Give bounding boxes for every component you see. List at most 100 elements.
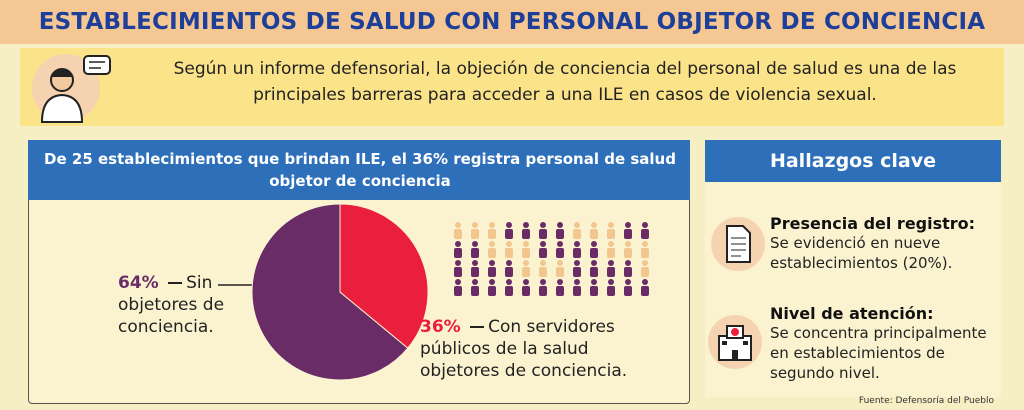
finding-text: Se evidenció en nueve establecimientos (…: [770, 234, 953, 272]
doctor-icon: [32, 54, 111, 123]
person-icon: [625, 241, 631, 247]
person-icon: [642, 241, 648, 247]
person-icon: [624, 229, 632, 239]
person-icon: [472, 241, 478, 247]
category-label: Sin objetores de conciencia.: [118, 273, 225, 337]
person-icon: [624, 248, 632, 258]
document-icon: [711, 217, 765, 271]
person-icon: [557, 279, 563, 285]
person-icon: [454, 229, 462, 239]
person-icon: [505, 286, 513, 296]
person-icon: [591, 241, 597, 247]
hospital-icon: [708, 315, 762, 369]
person-icon: [539, 286, 547, 296]
person-icon: [642, 260, 648, 266]
person-icon: [573, 229, 581, 239]
person-icon: [523, 279, 529, 285]
person-icon: [590, 286, 598, 296]
finding-text: Se concentra principalmente en estableci…: [770, 324, 987, 382]
person-icon: [556, 229, 564, 239]
person-icon: [455, 241, 461, 247]
person-icon: [471, 248, 479, 258]
person-icon: [607, 248, 615, 258]
person-icon: [489, 222, 495, 228]
value-label: 36%: [420, 317, 461, 337]
findings-title: Hallazgos clave: [705, 140, 1001, 182]
person-icon: [505, 267, 513, 277]
person-icon: [489, 241, 495, 247]
person-icon: [540, 222, 546, 228]
person-icon: [488, 286, 496, 296]
person-icon: [607, 267, 615, 277]
person-icon: [522, 248, 530, 258]
person-icon: [454, 286, 462, 296]
person-icon: [505, 248, 513, 258]
person-icon: [471, 267, 479, 277]
person-icon: [591, 222, 597, 228]
person-icon: [574, 260, 580, 266]
chart-header: [28, 140, 690, 200]
person-icon: [557, 260, 563, 266]
person-icon: [573, 248, 581, 258]
person-icon: [557, 241, 563, 247]
person-icon: [488, 229, 496, 239]
person-icon: [471, 229, 479, 239]
person-icon: [641, 229, 649, 239]
finding-heading: Presencia del registro:: [770, 214, 976, 233]
person-icon: [455, 222, 461, 228]
person-icon: [472, 222, 478, 228]
person-icon: [539, 248, 547, 258]
person-icon: [506, 279, 512, 285]
person-icon: [488, 267, 496, 277]
person-icon: [523, 260, 529, 266]
person-icon: [472, 279, 478, 285]
person-icon: [608, 279, 614, 285]
person-icon: [608, 241, 614, 247]
pie-slice: [339, 203, 429, 349]
person-icon: [574, 222, 580, 228]
pie-slice: [251, 203, 409, 381]
person-icon: [607, 229, 615, 239]
person-icon: [574, 241, 580, 247]
finding: Nivel de atención: Se concentra principa…: [770, 304, 995, 383]
person-icon: [608, 260, 614, 266]
page-title: ESTABLECIMIENTOS DE SALUD CON PERSONAL O…: [0, 0, 1024, 44]
person-icon: [590, 248, 598, 258]
person-icon: [607, 286, 615, 296]
person-icon: [540, 279, 546, 285]
slice-label: 36% Con servidores públicos de la salud …: [420, 316, 670, 382]
intro-text: Según un informe defensorial, la objeció…: [173, 59, 957, 105]
category-label: Con servidores públicos de la salud obje…: [420, 317, 628, 381]
finding-heading: Nivel de atención:: [770, 304, 934, 323]
person-icon: [641, 286, 649, 296]
person-icon: [625, 222, 631, 228]
person-icon: [454, 248, 462, 258]
person-icon: [641, 267, 649, 277]
person-icon: [506, 241, 512, 247]
person-icon: [506, 222, 512, 228]
slice-label: 64% Sin objetores de conciencia.: [118, 272, 228, 338]
chart-title: De 25 establecimientos que brindan ILE, …: [44, 150, 676, 190]
person-icon: [591, 279, 597, 285]
value-label: 64%: [118, 273, 159, 293]
person-icon: [540, 241, 546, 247]
findings-panel: [705, 182, 1001, 397]
person-icon: [608, 222, 614, 228]
person-icon: [523, 222, 529, 228]
person-icon: [557, 222, 563, 228]
person-icon: [506, 260, 512, 266]
person-icon: [522, 229, 530, 239]
separator: [470, 326, 485, 328]
person-icon: [574, 279, 580, 285]
person-icon: [556, 286, 564, 296]
person-icon: [488, 248, 496, 258]
person-icon: [522, 286, 530, 296]
person-icon: [540, 260, 546, 266]
person-icon: [590, 229, 598, 239]
person-icon: [624, 267, 632, 277]
person-icon: [624, 286, 632, 296]
finding: Presencia del registro: Se evidenció en …: [770, 214, 995, 273]
person-icon: [590, 267, 598, 277]
person-icon: [471, 286, 479, 296]
